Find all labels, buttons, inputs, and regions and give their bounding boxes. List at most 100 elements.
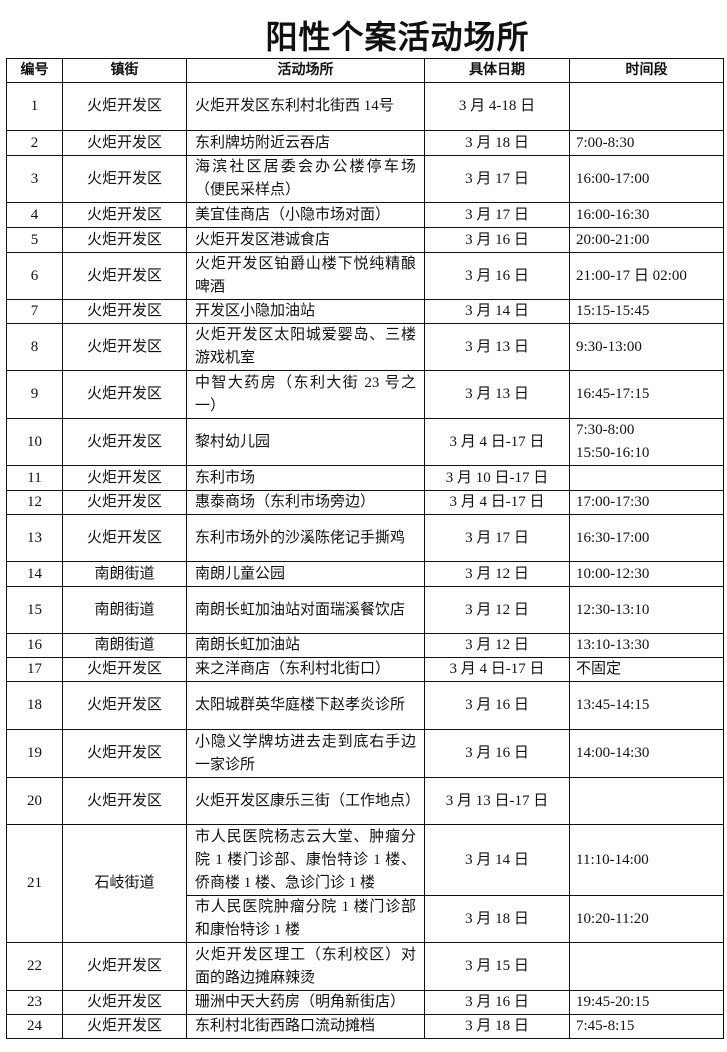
row-number: 15 xyxy=(6,586,63,634)
row-time: 7:00-8:30 xyxy=(569,130,724,156)
table-header-row: 编号 镇街 活动场所 具体日期 时间段 xyxy=(6,58,724,83)
header-number: 编号 xyxy=(6,58,63,83)
row-district: 火炬开发区 xyxy=(62,942,187,991)
row-number: 11 xyxy=(6,465,63,491)
row-district: 火炬开发区 xyxy=(62,202,187,228)
row-number: 17 xyxy=(6,657,63,682)
row-time: 21:00-17 日 02:00 xyxy=(569,252,724,300)
row-district: 火炬开发区 xyxy=(62,681,187,730)
row-time: 10:00-12:30 xyxy=(569,561,724,587)
locations-table: 编号 镇街 活动场所 具体日期 时间段 1 火炬开发区 火炬开发区东利村北街西 14… xyxy=(6,58,724,1039)
row-date: 3 月 16 日 xyxy=(424,990,570,1015)
row-district: 火炬开发区 xyxy=(62,1014,187,1039)
row-date: 3 月 10 日-17 日 xyxy=(424,465,570,491)
table-row: 2 火炬开发区 东利牌坊附近云吞店 3 月 18 日 7:00-8:30 xyxy=(6,130,724,156)
row-number: 18 xyxy=(6,681,63,730)
row-district: 火炬开发区 xyxy=(62,227,187,253)
row-time: 10:20-11:20 xyxy=(569,895,724,943)
row-time: 16:00-17:00 xyxy=(569,155,724,203)
row-number: 22 xyxy=(6,942,63,991)
row-time: 13:45-14:15 xyxy=(569,681,724,730)
row-time: 15:15-15:45 xyxy=(569,299,724,324)
row-time: 20:00-21:00 xyxy=(569,227,724,253)
header-date: 具体日期 xyxy=(424,58,570,83)
row-place: 美宜佳商店（小隐市场对面） xyxy=(186,202,425,228)
row-date: 3 月 4 日-17 日 xyxy=(424,418,570,466)
row-date: 3 月 16 日 xyxy=(424,681,570,730)
row-place: 中智大药房（东利大街 23 号之一） xyxy=(186,370,425,419)
row-number: 6 xyxy=(6,252,63,300)
row-place: 火炬开发区理工（东利校区）对面的路边摊麻辣烫 xyxy=(186,942,425,991)
row-place: 东利村北街西路口流动摊档 xyxy=(186,1014,425,1039)
document-title: 阳性个案活动场所 xyxy=(265,19,530,55)
header-time: 时间段 xyxy=(569,58,724,83)
row-number: 8 xyxy=(6,323,63,371)
row-place: 小隐义学牌坊进去走到底右手边一家诊所 xyxy=(186,729,425,778)
row-place: 来之洋商店（东利村北街口） xyxy=(186,657,425,682)
row-district: 南朗街道 xyxy=(62,586,187,634)
table-row: 19 火炬开发区 小隐义学牌坊进去走到底右手边一家诊所 3 月 16 日 14:00-1… xyxy=(6,729,724,778)
row-place: 火炬开发区太阳城爱婴岛、三楼游戏机室 xyxy=(186,323,425,371)
row-date: 3 月 12 日 xyxy=(424,561,570,587)
table-row: 21 石岐街道 市人民医院杨志云大堂、肿瘤分院 1 楼门诊部、康怡特诊 1 楼、侨商… xyxy=(6,824,724,943)
row-time xyxy=(569,777,724,825)
row-number: 10 xyxy=(6,418,63,466)
row-district: 火炬开发区 xyxy=(62,657,187,682)
table-row: 22 火炬开发区 火炬开发区理工（东利校区）对面的路边摊麻辣烫 3 月 15 日 xyxy=(6,942,724,991)
table-row: 23 火炬开发区 珊洲中天大药房（明角新街店） 3 月 16 日 19:45-20:15 xyxy=(6,990,724,1015)
row-place: 南朗长虹加油站对面瑞溪餐饮店 xyxy=(186,586,425,634)
table-row: 17 火炬开发区 来之洋商店（东利村北街口） 3 月 4 日-17 日不固定 xyxy=(6,657,724,682)
row-place: 珊洲中天大药房（明角新街店） xyxy=(186,990,425,1015)
row-time xyxy=(569,82,724,131)
row-district: 火炬开发区 xyxy=(62,82,187,131)
row-place: 太阳城群英华庭楼下赵孝炎诊所 xyxy=(186,681,425,730)
row-date: 3 月 18 日 xyxy=(424,1014,570,1039)
table-row: 16 南朗街道 南朗长虹加油站 3 月 12 日 13:10-13:30 xyxy=(6,633,724,658)
row-place: 东利牌坊附近云吞店 xyxy=(186,130,425,156)
row-date: 3 月 14 日 xyxy=(424,299,570,324)
row-number: 4 xyxy=(6,202,63,228)
row-number: 19 xyxy=(6,729,63,778)
row-time: 不固定 xyxy=(569,657,724,682)
row-district: 火炬开发区 xyxy=(62,370,187,419)
table-row: 11 火炬开发区 东利市场 3 月 10 日-17 日 xyxy=(6,465,724,491)
row-place: 南朗长虹加油站 xyxy=(186,633,425,658)
row-date: 3 月 4-18 日 xyxy=(424,82,570,131)
table-row: 12 火炬开发区 惠泰商场（东利市场旁边） 3 月 4 日-17 日 17:00-17:… xyxy=(6,490,724,515)
table-row: 10 火炬开发区 黎村幼儿园 3 月 4 日-17 日 7:30-8:00 15:50-… xyxy=(6,418,724,466)
row-time: 13:10-13:30 xyxy=(569,633,724,658)
row-date: 3 月 16 日 xyxy=(424,729,570,778)
row-time: 16:30-17:00 xyxy=(569,514,724,562)
row-number: 5 xyxy=(6,227,63,253)
row-time: 16:00-16:30 xyxy=(569,202,724,228)
row-date: 3 月 4 日-17 日 xyxy=(424,490,570,515)
row-date: 3 月 16 日 xyxy=(424,227,570,253)
table-row: 13 火炬开发区 东利市场外的沙溪陈佬记手撕鸡 3 月 17 日 16:30-17:00 xyxy=(6,514,724,562)
row-district: 南朗街道 xyxy=(62,633,187,658)
row-number: 3 xyxy=(6,155,63,203)
row-district: 火炬开发区 xyxy=(62,729,187,778)
table-row: 3 火炬开发区 海滨社区居委会办公楼停车场（便民采样点） 3 月 17 日 16:00-… xyxy=(6,155,724,203)
row-number: 7 xyxy=(6,299,63,324)
row-place: 南朗儿童公园 xyxy=(186,561,425,587)
row-district: 火炬开发区 xyxy=(62,777,187,825)
row-district: 火炬开发区 xyxy=(62,490,187,515)
row-time: 16:45-17:15 xyxy=(569,370,724,419)
row-time: 7:45-8:15 xyxy=(569,1014,724,1039)
table-row: 24 火炬开发区 东利村北街西路口流动摊档 3 月 18 日 7:45-8:15 xyxy=(6,1014,724,1039)
row-time: 9:30-13:00 xyxy=(569,323,724,371)
row-place: 开发区小隐加油站 xyxy=(186,299,425,324)
row-time: 14:00-14:30 xyxy=(569,729,724,778)
row-district: 火炬开发区 xyxy=(62,990,187,1015)
row-place: 火炬开发区康乐三街（工作地点） xyxy=(186,777,425,825)
row-date: 3 月 12 日 xyxy=(424,586,570,634)
row-time: 12:30-13:10 xyxy=(569,586,724,634)
row-place: 市人民医院肿瘤分院 1 楼门诊部和康怡特诊 1 楼 xyxy=(186,895,425,943)
row-number: 9 xyxy=(6,370,63,419)
row-district: 火炬开发区 xyxy=(62,130,187,156)
row-district: 火炬开发区 xyxy=(62,514,187,562)
table-row: 7 火炬开发区 开发区小隐加油站 3 月 14 日 15:15-15:45 xyxy=(6,299,724,324)
table-row: 14 南朗街道 南朗儿童公园 3 月 12 日 10:00-12:30 xyxy=(6,561,724,587)
row-district: 火炬开发区 xyxy=(62,155,187,203)
